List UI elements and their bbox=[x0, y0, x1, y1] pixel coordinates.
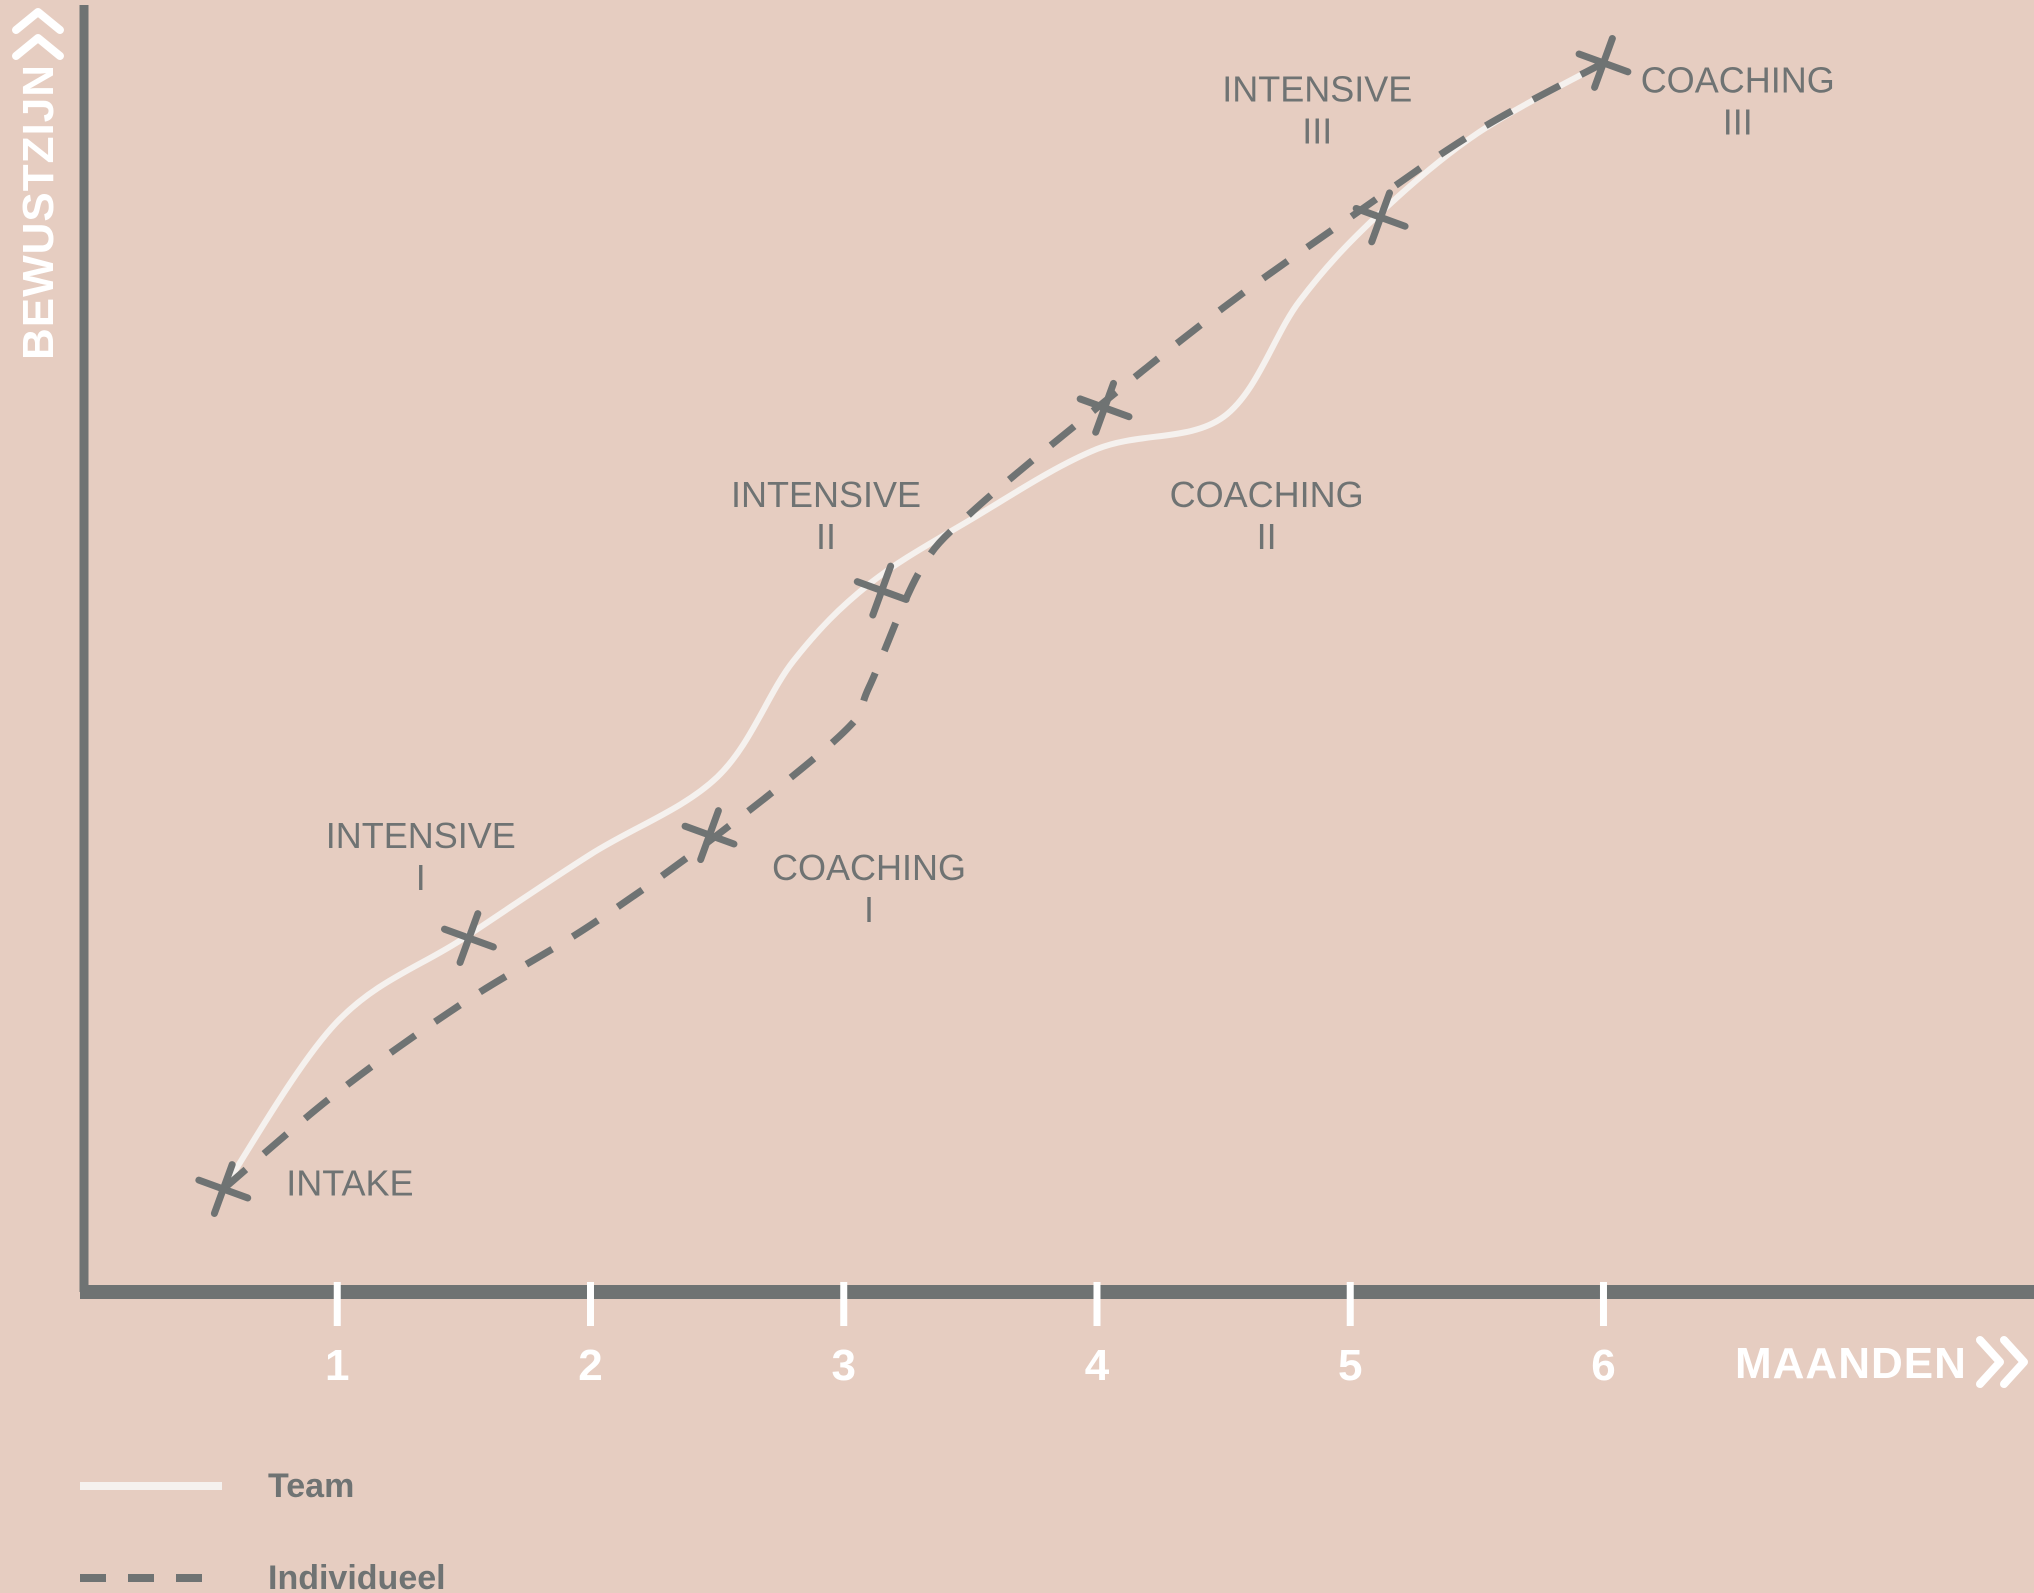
annotation-label: INTAKE bbox=[286, 1162, 413, 1203]
legend: Team Individueel bbox=[80, 1467, 446, 1593]
annotation-label: COACHING bbox=[1641, 60, 1835, 101]
x-tick-label: 4 bbox=[1085, 1341, 1110, 1390]
legend-label-individueel: Individueel bbox=[268, 1559, 446, 1593]
series-line-team bbox=[220, 60, 1605, 1191]
x-tick-label: 1 bbox=[325, 1341, 349, 1390]
legend-label-team: Team bbox=[268, 1467, 354, 1505]
annotation-sublabel: I bbox=[416, 857, 426, 898]
milestone-marker bbox=[1575, 34, 1632, 91]
milestone-marker bbox=[441, 910, 497, 967]
annotation-sublabel: III bbox=[1723, 102, 1753, 143]
annotation-label: COACHING bbox=[772, 847, 966, 888]
y-axis-chevron-icon bbox=[12, 8, 64, 60]
x-ticks: 1 2 3 4 5 6 bbox=[325, 1282, 1616, 1390]
series-layer bbox=[220, 59, 1606, 1192]
y-axis-title: BEWUSTZIJN bbox=[14, 64, 63, 360]
x-tick-label: 3 bbox=[831, 1341, 855, 1390]
x-tick-label: 5 bbox=[1338, 1341, 1362, 1390]
annotation-sublabel: II bbox=[816, 516, 836, 557]
milestone-marker bbox=[1076, 379, 1133, 436]
x-axis-chevron-icon bbox=[1976, 1336, 2028, 1388]
annotation-sublabel: I bbox=[864, 889, 874, 930]
x-axis-title: MAANDEN bbox=[1735, 1339, 1967, 1388]
milestone-marker bbox=[195, 1161, 252, 1217]
markers-layer bbox=[195, 34, 1632, 1217]
annotation-label: INTENSIVE bbox=[326, 815, 516, 856]
x-tick-label: 2 bbox=[578, 1341, 602, 1390]
series-line-individueel bbox=[221, 59, 1606, 1192]
x-tick-label: 6 bbox=[1591, 1341, 1615, 1390]
annotation-label: INTENSIVE bbox=[731, 474, 921, 515]
milestone-marker bbox=[681, 807, 738, 864]
annotation-label: INTENSIVE bbox=[1222, 69, 1412, 110]
milestone-marker bbox=[1352, 189, 1409, 246]
annotation-sublabel: III bbox=[1302, 111, 1332, 152]
milestone-marker bbox=[853, 562, 910, 619]
annotation-label: COACHING bbox=[1170, 474, 1364, 515]
annotation-sublabel: II bbox=[1257, 516, 1277, 557]
